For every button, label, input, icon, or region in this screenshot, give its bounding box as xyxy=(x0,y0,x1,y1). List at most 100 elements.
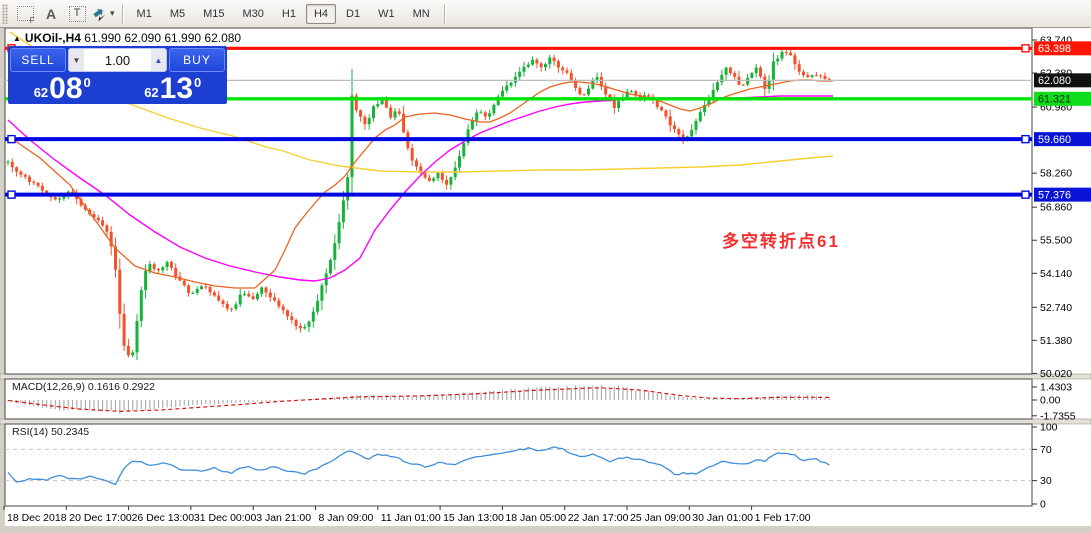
macd-plot[interactable] xyxy=(4,378,1033,420)
price-badge-label: 63.398 xyxy=(1038,43,1071,55)
candle-body xyxy=(548,57,552,65)
price-axis-label: 58.260 xyxy=(1040,168,1072,180)
sell-button[interactable]: SELL xyxy=(10,48,66,72)
timeframe-m30[interactable]: M30 xyxy=(242,7,264,20)
rsi-axis-label: 0 xyxy=(1040,499,1046,511)
candle-body xyxy=(501,90,504,97)
candle-body xyxy=(694,121,698,130)
toolbar-grip[interactable] xyxy=(2,3,8,24)
candle-body xyxy=(19,171,23,175)
candle-body xyxy=(445,179,449,185)
text-box-tool-button[interactable]: T xyxy=(65,2,89,25)
candle-body xyxy=(578,88,582,95)
buy-price[interactable]: 62 13 0 xyxy=(120,74,225,104)
candle-body xyxy=(212,292,216,296)
candle-body xyxy=(569,72,573,81)
text-tool-button[interactable]: A xyxy=(39,2,63,25)
candle-body xyxy=(823,75,827,79)
candle-body xyxy=(720,74,724,83)
window-left-edge xyxy=(0,27,5,533)
candle-body xyxy=(595,77,599,81)
volume-decrease-button[interactable]: ▼ xyxy=(69,49,84,71)
volume-control: ▼ ▲ xyxy=(68,48,167,72)
hline-handle-left[interactable] xyxy=(7,190,16,199)
candle-body xyxy=(771,61,775,81)
buy-button[interactable]: BUY xyxy=(169,48,225,72)
candle-body xyxy=(6,161,10,163)
candle-body xyxy=(531,59,535,65)
macd-histogram xyxy=(7,384,830,414)
timeframe-d1[interactable]: D1 xyxy=(346,7,361,20)
candle-body xyxy=(182,280,186,286)
toolbar: F A T ▾ M1 M5 M15 M30 H1 H4 D1 W1 MN xyxy=(0,0,1091,28)
sell-price[interactable]: 62 08 0 xyxy=(10,74,115,104)
text-label-icon: A xyxy=(45,5,57,22)
toolbar-separator xyxy=(443,3,445,24)
time-axis-label: 18 Dec 2018 xyxy=(7,512,67,524)
candle-body xyxy=(565,70,569,73)
price-badge-label: 61.321 xyxy=(1038,94,1071,106)
arrows-tool-button[interactable]: ▾ xyxy=(91,2,116,25)
candle-body xyxy=(341,200,345,223)
candle-body xyxy=(561,67,565,71)
candle-body xyxy=(131,352,135,356)
candle-body xyxy=(157,268,160,271)
timeframe-w1[interactable]: W1 xyxy=(378,7,395,20)
timeframe-mn[interactable]: MN xyxy=(412,7,430,20)
candle-body xyxy=(617,100,621,109)
candlestick-series xyxy=(6,47,831,361)
candle-body xyxy=(741,84,745,86)
candle-body xyxy=(591,80,595,89)
candle-body xyxy=(268,292,272,298)
candle-body xyxy=(10,161,14,168)
candle-body xyxy=(664,110,668,117)
volume-increase-button[interactable]: ▲ xyxy=(151,49,166,71)
candle-body xyxy=(329,259,332,274)
price-badge-label: 57.376 xyxy=(1038,189,1071,201)
candle-body xyxy=(582,94,586,96)
chart-annotation-text[interactable]: 多空转折点61 xyxy=(722,232,840,251)
timeframe-h1[interactable]: H1 xyxy=(281,7,296,20)
timeframe-m15[interactable]: M15 xyxy=(203,7,225,20)
buy-price-pips: 0 xyxy=(194,75,202,90)
candle-body xyxy=(703,104,707,113)
candle-body xyxy=(337,222,341,244)
candle-body xyxy=(243,293,246,295)
hline-handle-left[interactable] xyxy=(7,134,16,144)
candle-body xyxy=(273,297,277,301)
timeframe-h4[interactable]: H4 xyxy=(305,3,337,24)
timeframe-m1[interactable]: M1 xyxy=(136,7,152,20)
candle-body xyxy=(728,67,732,74)
hline-handle-right[interactable] xyxy=(1021,190,1030,199)
candle-body xyxy=(432,178,436,181)
price-badge-label: 59.660 xyxy=(1038,134,1071,146)
candle-body xyxy=(247,293,251,297)
macd-axis-label: 0.00 xyxy=(1040,395,1061,407)
time-axis-label: 11 Jan 01:00 xyxy=(381,512,441,524)
candle-body xyxy=(234,304,238,309)
volume-input[interactable] xyxy=(84,49,151,71)
candle-body xyxy=(492,104,496,114)
time-axis-label: 1 Feb 17:00 xyxy=(755,512,811,524)
candle-body xyxy=(389,107,393,118)
chart-template-button[interactable]: F xyxy=(13,2,37,25)
candle-body xyxy=(647,95,651,97)
candle-body xyxy=(320,285,324,301)
splitter-macd-rsi[interactable] xyxy=(0,418,1091,425)
splitter-main-macd[interactable] xyxy=(0,373,1091,380)
window-bottom-edge xyxy=(0,526,1091,533)
collapse-panel-icon[interactable]: ▲ xyxy=(13,34,21,43)
candle-body xyxy=(397,111,401,114)
timeframe-m5[interactable]: M5 xyxy=(169,7,186,20)
hline-handle-right[interactable] xyxy=(1021,44,1030,53)
buy-price-prefix: 62 xyxy=(144,85,159,100)
candle-body xyxy=(750,73,754,78)
rsi-plot[interactable] xyxy=(4,423,1033,507)
candle-body xyxy=(376,104,380,107)
hline-handle-right[interactable] xyxy=(1021,134,1030,144)
arrows-icon xyxy=(93,8,106,21)
candle-body xyxy=(363,116,367,125)
candle-body xyxy=(587,88,590,95)
candle-body xyxy=(479,112,483,114)
candle-body xyxy=(359,110,363,117)
